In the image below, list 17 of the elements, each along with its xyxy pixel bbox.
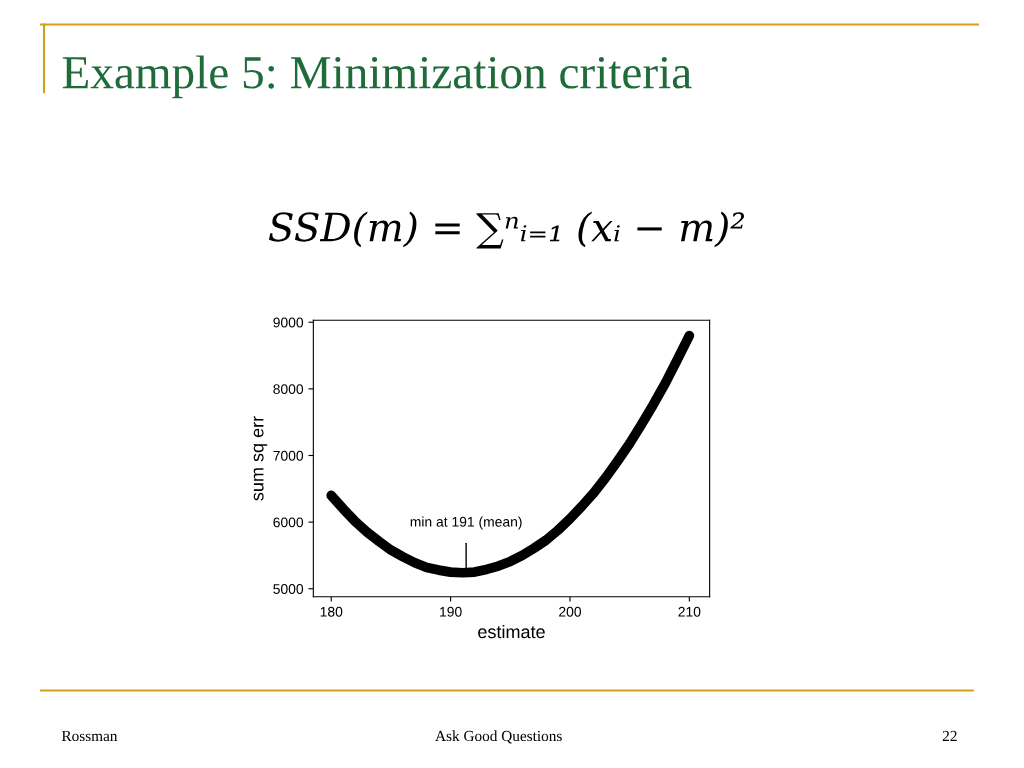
y-tick-label: 7000 — [273, 450, 304, 461]
chart-title: Example 5: Minimization criteria — [62, 55, 692, 99]
x-tick-label: 190 — [440, 606, 462, 617]
x-tick-label: 180 — [320, 606, 343, 617]
text: Ask Good Questions — [435, 730, 562, 744]
y-tick-label: 5000 — [273, 584, 304, 594]
x-axis-title: estimate — [478, 624, 545, 639]
text: Rossman — [61, 730, 118, 742]
x-tick-label: 210 — [678, 606, 701, 617]
chart-subtitle: SSD(m) = ∑ⁿᵢ₌₁ (xᵢ − m)² — [268, 211, 745, 249]
y-tick-label: 6000 — [273, 517, 304, 528]
y-axis-title: sum sq err — [253, 416, 268, 501]
y-tick-label: 8000 — [273, 384, 304, 395]
annotation: min at 191 (mean) — [410, 516, 522, 530]
x-tick-label: 200 — [559, 606, 582, 617]
text: 22 — [942, 730, 957, 741]
y-tick-label: 9000 — [273, 317, 304, 328]
